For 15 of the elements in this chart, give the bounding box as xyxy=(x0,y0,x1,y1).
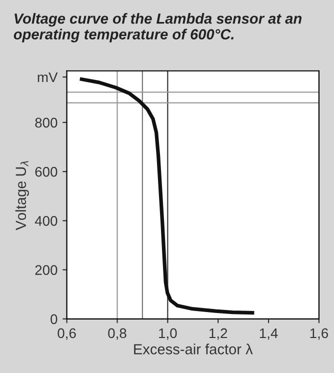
x-tick-label: 1,0 xyxy=(159,328,177,340)
y-tick-label: mV xyxy=(38,72,58,82)
y-tick-label: 800 xyxy=(35,118,58,128)
x-tick-label: 0,6 xyxy=(58,328,76,340)
x-tick-label: 1,2 xyxy=(210,328,228,340)
y-tick-label: 400 xyxy=(34,216,58,226)
x-tick-label: 1,6 xyxy=(310,328,328,340)
x-tick-label: 0,8 xyxy=(108,328,126,340)
y-tick-label: 600 xyxy=(35,166,58,177)
chart-title: Voltage curve of the Lambda sensor at an operating temperature of 600°C. xyxy=(14,13,302,42)
y-axis-title: Voltage U$_{λ}$ xyxy=(15,161,29,230)
y-tick-label: 200 xyxy=(35,265,58,275)
x-axis-title: Excess-air factor λ xyxy=(134,344,253,354)
y-tick-label: 0 xyxy=(50,314,58,324)
x-tick-label: 1,4 xyxy=(260,328,278,340)
